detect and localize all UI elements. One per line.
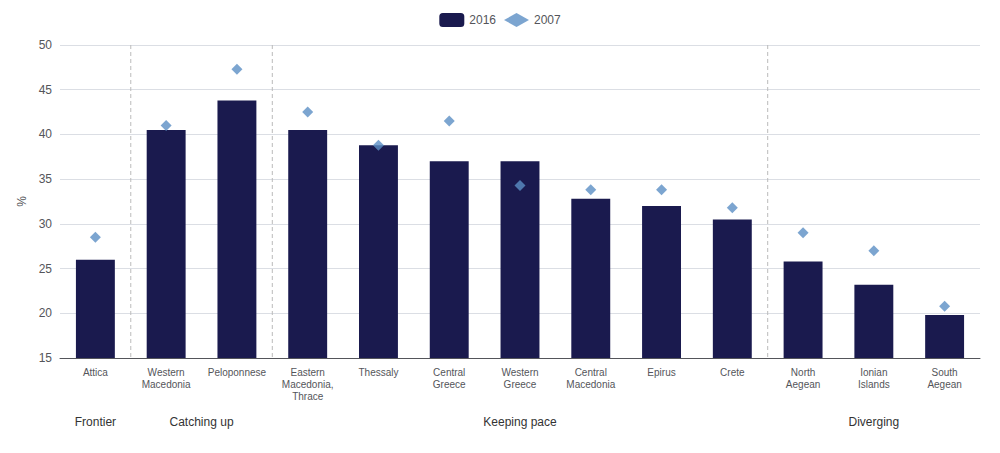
svg-text:Greece: Greece [504,379,537,390]
svg-text:Attica: Attica [83,367,108,378]
svg-text:Macedonia: Macedonia [142,379,191,390]
svg-text:South: South [932,367,958,378]
svg-text:Central: Central [575,367,607,378]
svg-text:Aegean: Aegean [927,379,961,390]
svg-text:45: 45 [39,83,53,97]
svg-text:Eastern: Eastern [290,367,324,378]
svg-text:40: 40 [39,127,53,141]
svg-text:North: North [791,367,815,378]
svg-text:Western: Western [148,367,185,378]
svg-text:Keeping pace: Keeping pace [483,415,557,429]
svg-text:Central: Central [433,367,465,378]
svg-text:Islands: Islands [858,379,890,390]
svg-text:Macedonia: Macedonia [566,379,615,390]
svg-text:%: % [15,196,29,207]
svg-text:Aegean: Aegean [786,379,820,390]
svg-text:Crete: Crete [720,367,745,378]
svg-text:Catching up: Catching up [170,415,234,429]
svg-text:2007: 2007 [534,13,561,27]
svg-text:35: 35 [39,172,53,186]
svg-text:Thessaly: Thessaly [358,367,398,378]
svg-text:Diverging: Diverging [848,415,899,429]
svg-text:Macedonia,: Macedonia, [282,379,334,390]
svg-text:Thrace: Thrace [292,391,324,402]
svg-text:20: 20 [39,306,53,320]
svg-text:15: 15 [39,351,53,365]
svg-text:30: 30 [39,217,53,231]
svg-text:50: 50 [39,38,53,52]
svg-text:Peloponnese: Peloponnese [208,367,267,378]
svg-text:2016: 2016 [469,13,496,27]
svg-text:Greece: Greece [433,379,466,390]
svg-text:Western: Western [501,367,538,378]
svg-text:Frontier: Frontier [75,415,116,429]
svg-text:25: 25 [39,262,53,276]
svg-text:Ionian: Ionian [860,367,887,378]
svg-text:Epirus: Epirus [647,367,675,378]
